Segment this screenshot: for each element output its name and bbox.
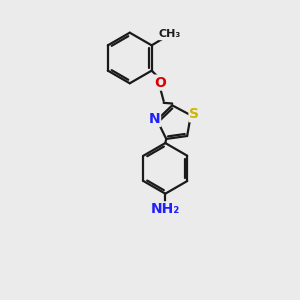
Text: NH₂: NH₂ bbox=[151, 202, 180, 216]
Text: CH₃: CH₃ bbox=[159, 29, 181, 39]
Text: N: N bbox=[148, 112, 160, 126]
Text: S: S bbox=[190, 107, 200, 121]
Text: O: O bbox=[154, 76, 166, 90]
